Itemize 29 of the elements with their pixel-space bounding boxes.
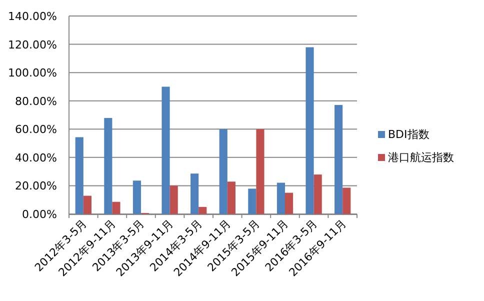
- y-tick-label: 40.00%: [15, 151, 57, 164]
- y-tick-label: 120.00%: [8, 38, 57, 52]
- bar: [248, 188, 256, 214]
- bar: [104, 118, 112, 214]
- legend-label: BDI指数: [388, 128, 430, 141]
- bar: [342, 188, 351, 214]
- bar: [170, 186, 178, 214]
- bar: [256, 129, 264, 214]
- legend-label: 港口航运指数: [388, 151, 454, 164]
- bar: [162, 86, 170, 214]
- bar: [83, 196, 92, 214]
- bar: [112, 202, 120, 214]
- bar: [75, 137, 84, 214]
- bar: [285, 192, 294, 214]
- bar: [314, 174, 322, 214]
- bar: [190, 174, 199, 214]
- bar: [276, 182, 285, 214]
- y-tick-label: 80.00%: [15, 94, 57, 108]
- y-tick-label: 60.00%: [15, 123, 57, 136]
- y-tick-label: 140.00%: [8, 10, 57, 23]
- bar: [227, 182, 236, 214]
- bar: [198, 206, 207, 214]
- y-tick-label: 20.00%: [15, 180, 57, 193]
- bar: [306, 47, 314, 214]
- bar: [132, 180, 141, 214]
- y-tick-label: 0.00%: [22, 208, 57, 221]
- bar: [219, 129, 228, 214]
- bar: [334, 104, 343, 214]
- y-tick-label: 100.00%: [8, 66, 57, 80]
